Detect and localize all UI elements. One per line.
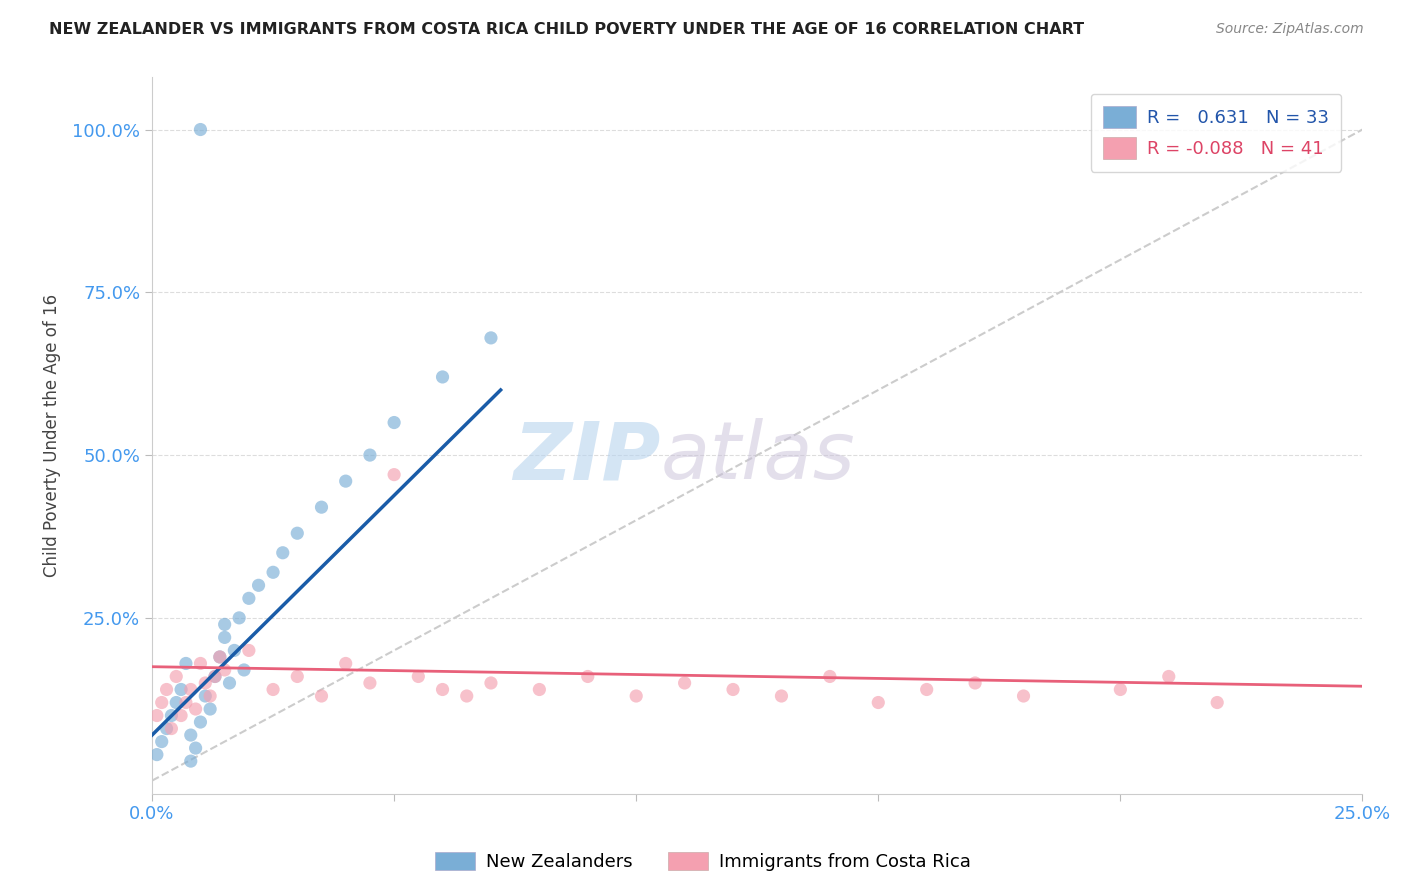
Point	[382, 416, 405, 430]
Point	[262, 566, 284, 580]
Point	[214, 631, 236, 645]
Point	[529, 682, 551, 697]
Point	[155, 682, 177, 697]
Point	[198, 689, 221, 703]
Point	[218, 676, 240, 690]
Point	[238, 643, 260, 657]
Point	[160, 708, 183, 723]
Text: ZIP: ZIP	[513, 418, 661, 496]
Point	[184, 702, 207, 716]
Point	[335, 474, 357, 488]
Point	[170, 708, 193, 723]
Point	[285, 669, 308, 683]
Point	[285, 526, 308, 541]
Point	[165, 669, 187, 683]
Point	[868, 696, 890, 710]
Point	[190, 122, 212, 136]
Point	[214, 617, 236, 632]
Point	[194, 689, 217, 703]
Point	[238, 591, 260, 606]
Point	[214, 663, 236, 677]
Point	[180, 682, 202, 697]
Legend: R =   0.631   N = 33, R = -0.088   N = 41: R = 0.631 N = 33, R = -0.088 N = 41	[1091, 94, 1341, 172]
Point	[180, 754, 202, 768]
Point	[160, 722, 183, 736]
Point	[311, 689, 333, 703]
Point	[408, 669, 430, 683]
Legend: New Zealanders, Immigrants from Costa Rica: New Zealanders, Immigrants from Costa Ri…	[427, 845, 979, 879]
Point	[335, 657, 357, 671]
Point	[208, 649, 231, 664]
Point	[155, 722, 177, 736]
Point	[673, 676, 696, 690]
Point	[311, 500, 333, 515]
Point	[174, 657, 197, 671]
Point	[576, 669, 599, 683]
Point	[1012, 689, 1035, 703]
Point	[150, 734, 173, 748]
Point	[204, 669, 226, 683]
Point	[174, 696, 197, 710]
Point	[432, 370, 454, 384]
Point	[165, 696, 187, 710]
Point	[190, 657, 212, 671]
Point	[224, 643, 246, 657]
Point	[479, 676, 502, 690]
Point	[228, 611, 250, 625]
Point	[194, 676, 217, 690]
Point	[359, 448, 381, 462]
Point	[170, 682, 193, 697]
Y-axis label: Child Poverty Under the Age of 16: Child Poverty Under the Age of 16	[44, 294, 60, 577]
Point	[770, 689, 793, 703]
Point	[432, 682, 454, 697]
Point	[1109, 682, 1132, 697]
Point	[624, 689, 647, 703]
Point	[818, 669, 841, 683]
Point	[184, 741, 207, 756]
Point	[262, 682, 284, 697]
Point	[382, 467, 405, 482]
Point	[150, 696, 173, 710]
Point	[247, 578, 270, 592]
Point	[233, 663, 256, 677]
Text: Source: ZipAtlas.com: Source: ZipAtlas.com	[1216, 22, 1364, 37]
Point	[180, 728, 202, 742]
Point	[146, 708, 169, 723]
Point	[271, 546, 294, 560]
Text: NEW ZEALANDER VS IMMIGRANTS FROM COSTA RICA CHILD POVERTY UNDER THE AGE OF 16 CO: NEW ZEALANDER VS IMMIGRANTS FROM COSTA R…	[49, 22, 1084, 37]
Point	[965, 676, 987, 690]
Point	[198, 702, 221, 716]
Point	[456, 689, 478, 703]
Point	[721, 682, 744, 697]
Point	[208, 649, 231, 664]
Point	[204, 669, 226, 683]
Point	[190, 714, 212, 729]
Point	[915, 682, 938, 697]
Point	[1157, 669, 1180, 683]
Point	[146, 747, 169, 762]
Point	[479, 331, 502, 345]
Text: atlas: atlas	[661, 418, 855, 496]
Point	[1206, 696, 1229, 710]
Point	[359, 676, 381, 690]
